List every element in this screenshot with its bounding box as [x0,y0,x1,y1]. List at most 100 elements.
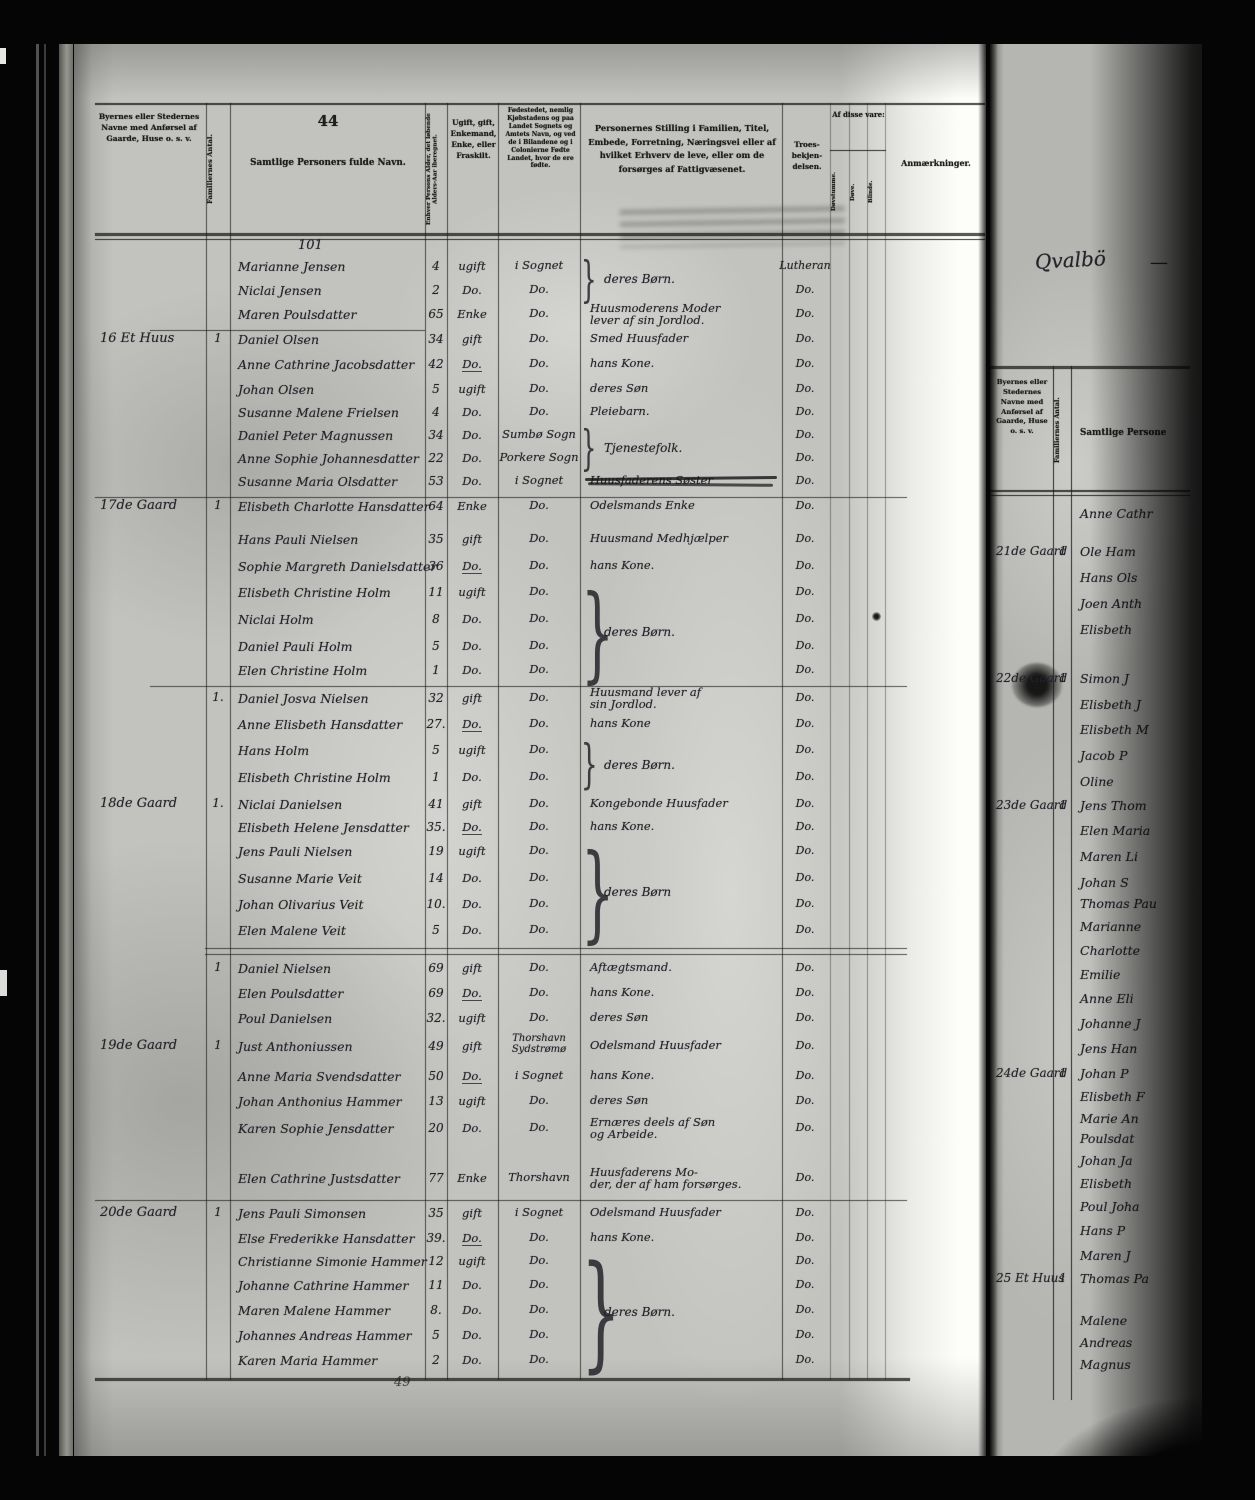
person-name: Daniel Nielsen [238,961,332,976]
grid-vline [885,103,886,1380]
family-count: 1 [214,1205,222,1219]
person-age: 13 [428,1094,444,1108]
person-age: 5 [432,743,440,757]
birthplace: i Sognet [514,1068,564,1082]
religion: Do. [795,474,815,487]
birthplace: Do. [529,1352,549,1366]
person-age: 32 [428,691,444,705]
marital-status: Do. [462,1278,482,1292]
place-label: 16 Et Huus [100,331,175,346]
occupation-group-label: deres Børn. [604,757,675,772]
grid-vline [867,103,868,1380]
place-label: 21de Gaard [996,544,1068,558]
occupation-group-label: deres Børn [604,884,672,899]
col-header-status: Ugift, gift, Enkemand, Enke, eller Frask… [450,118,497,160]
person-name: Johan Anthonius Hammer [238,1094,402,1109]
marital-status: Do. [462,559,482,574]
family-count: 1 [214,960,222,974]
film-speck [0,970,7,996]
occupation-group-label: deres Børn. [604,625,675,639]
place-label: 24de Gaard [996,1066,1068,1080]
occupation: Odelsmand Huusfader [590,1038,721,1052]
place-label: 18de Gaard [100,796,178,811]
marital-status: ugift [458,1254,486,1268]
person-age: 34 [428,332,444,346]
occupation: Pleiebarn. [590,404,650,418]
occupation: hans Kone. [590,356,655,370]
birthplace: Porkere Sogn [499,450,579,464]
grid-vline [580,103,581,1380]
person-age: 11 [428,1278,444,1292]
page-number-printed: 44 [317,112,339,130]
group-divider [150,686,907,687]
col-header-blind: Blinde. [868,180,874,204]
marital-status: Do. [462,451,482,465]
person-age: 5 [432,923,440,937]
person-name: Daniel Peter Magnussen [238,428,394,443]
person-age: 41 [428,797,444,811]
birthplace: Do. [529,870,549,884]
grid-vline [206,103,207,1380]
person-age: 64 [428,499,444,513]
person-name: Elen Poulsdatter [238,986,344,1001]
religion: Do. [795,559,815,572]
occupation: deres Søn [590,1093,649,1107]
marital-status: Do. [462,1303,482,1317]
birthplace: Do. [529,1253,549,1267]
religion: Do. [795,961,815,974]
ink-blot [1012,663,1062,707]
person-name: Niclai Jensen [238,283,322,298]
page-gutter-edge [59,44,73,1456]
marital-status: Do. [462,1231,482,1246]
person-name: Elen Christine Holm [238,663,368,678]
religion: Do. [795,1303,815,1316]
birthplace: Do. [529,922,549,936]
birthplace: i Sognet [514,473,564,487]
occupation: deres Søn [590,381,649,395]
occupation: Huusmand Medhjælper [590,531,728,545]
person-name: Hans Pauli Nielsen [238,532,359,547]
marital-status: Do. [462,1121,482,1135]
marital-status: ugift [458,844,486,858]
marital-status: gift [462,1206,482,1220]
person-age: 69 [428,986,444,1000]
person-name: Jens Pauli Nielsen [238,844,353,859]
marital-status: gift [462,332,482,346]
col-header-religion: Troes-bekjen-delsen. [791,140,823,171]
marital-status: ugift [458,382,486,396]
marital-status: ugift [458,1094,486,1108]
family-count: 1 [1059,671,1067,685]
birthplace: Do. [529,796,549,810]
religion: Do. [795,663,815,676]
family-count: 1 [1059,544,1067,558]
person-age: 8. [430,1303,442,1317]
occupation-group-label: Tjenestefolk. [604,440,683,455]
occupation-group-label: deres Børn. [604,272,675,286]
film-dark-edge [1090,0,1255,1500]
religion: Do. [795,1121,815,1134]
person-age: 20 [428,1121,444,1135]
marital-status: Do. [462,871,482,885]
occupation: Ernæres deels af Søn [590,1115,716,1129]
occupation: Odelsmands Enke [590,498,695,512]
religion: Do. [795,428,815,441]
marital-status: Do. [462,357,482,372]
occupation: Smed Huusfader [590,331,689,345]
person-age: 5 [432,1328,440,1342]
person-name: Hans Holm [238,743,310,758]
col-header-deafmute: Døvstumme. [831,172,837,212]
col-header-names: Samtlige Personers fulde Navn. [250,158,406,168]
person-age: 27. [426,717,446,731]
birthplace: Do. [529,611,549,625]
person-age: 36 [428,559,444,573]
marital-status: gift [462,961,482,975]
person-age: 53 [428,474,444,488]
group-divider [95,497,907,498]
marital-status: gift [462,1039,482,1053]
person-name: Just Anthoniussen [238,1039,353,1054]
birthplace: Do. [529,690,549,704]
person-name: Else Frederikke Hansdatter [238,1231,415,1246]
religion: Do. [795,691,815,704]
person-age: 19 [428,844,444,858]
birthplace: Do. [529,306,549,320]
